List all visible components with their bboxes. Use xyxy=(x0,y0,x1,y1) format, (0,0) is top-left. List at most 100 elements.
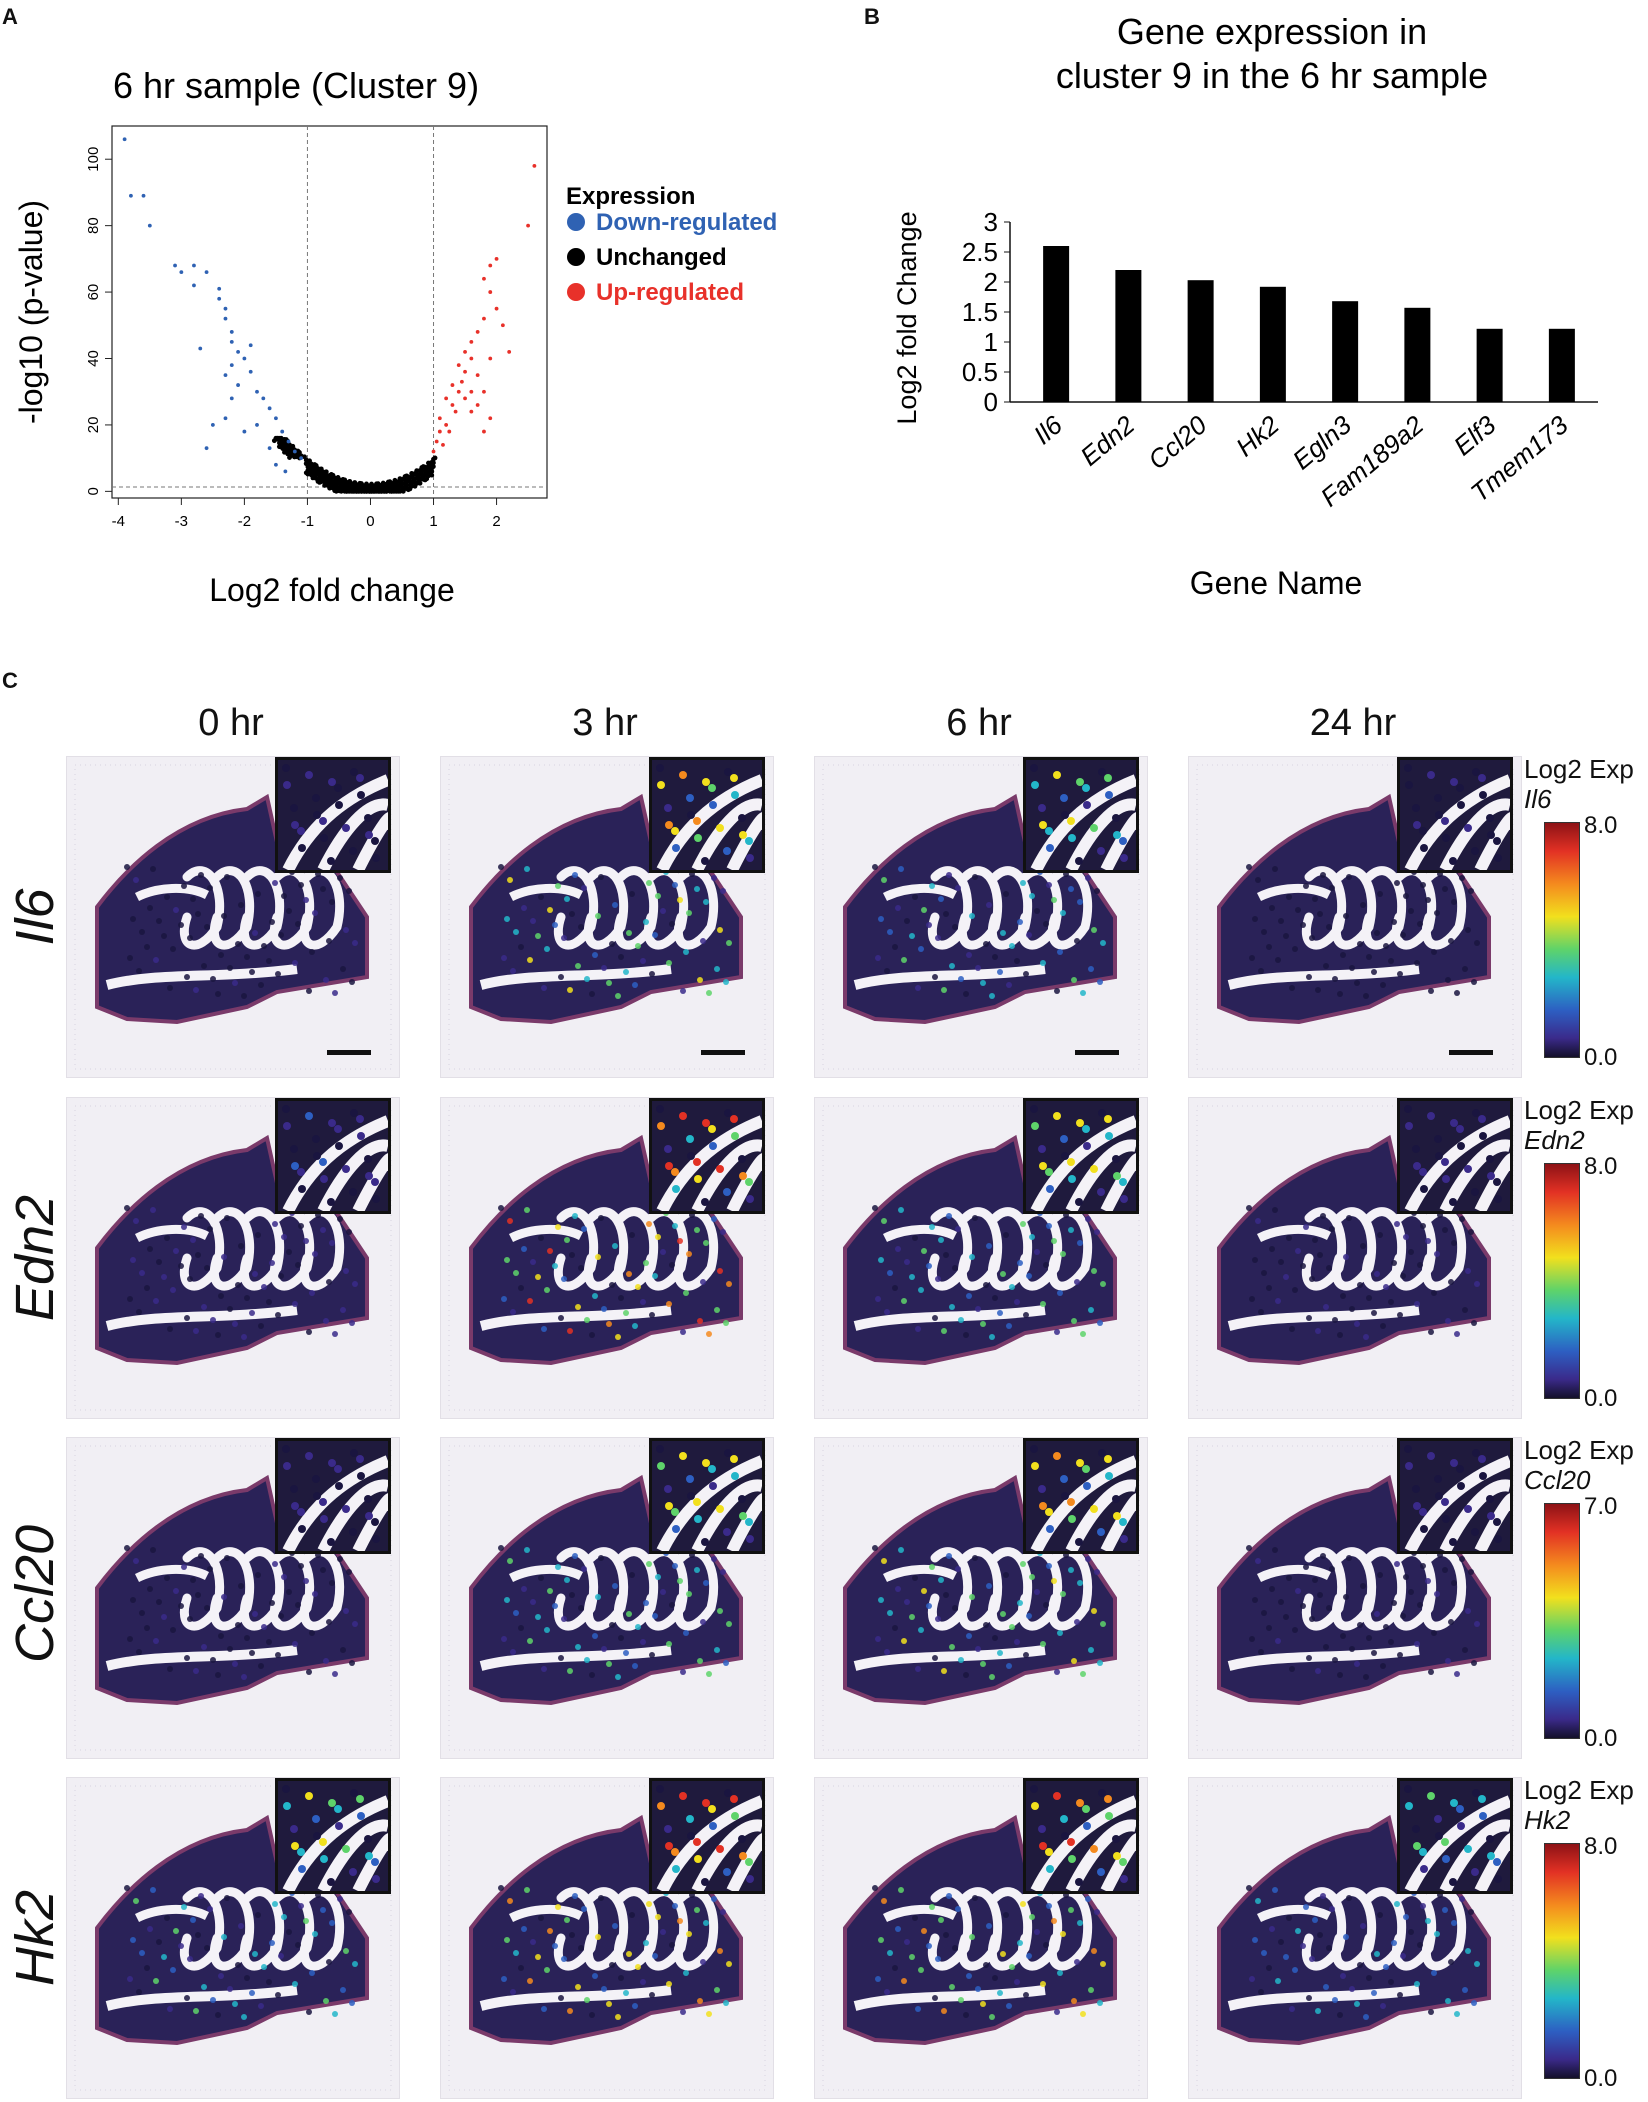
inset-spot xyxy=(716,1505,724,1513)
inset-spot xyxy=(686,1135,694,1143)
x-tick-label-4: 0 xyxy=(366,513,374,530)
inset-spot xyxy=(298,1185,306,1193)
inset-spot xyxy=(1120,1195,1128,1203)
expression-spot xyxy=(552,1263,558,1269)
expression-spot xyxy=(498,1885,504,1891)
inset-fold xyxy=(656,1455,762,1551)
expression-spot xyxy=(164,1575,170,1581)
expression-spot xyxy=(1451,899,1457,905)
inset-spot xyxy=(1413,821,1421,829)
expression-spot xyxy=(592,1973,598,1979)
expression-spot xyxy=(1320,872,1326,878)
inset-spot xyxy=(664,1485,672,1493)
expression-spot xyxy=(892,1965,898,1971)
expression-spot xyxy=(340,1987,346,1993)
inset-fold xyxy=(1030,1795,1136,1891)
expression-spot xyxy=(1077,1920,1083,1926)
expression-spot xyxy=(1354,2001,1360,2007)
expression-spot xyxy=(1394,1221,1400,1227)
expression-spot xyxy=(1451,1240,1457,1246)
expression-spot xyxy=(1374,1951,1380,1957)
expression-spot xyxy=(538,1915,544,1921)
expression-spot xyxy=(261,1624,267,1630)
inset-spot xyxy=(357,1132,365,1140)
expression-spot xyxy=(1292,946,1298,952)
expression-spot xyxy=(1326,1945,1332,1951)
expression-spot xyxy=(623,1310,629,1316)
inset-spot xyxy=(1067,1838,1075,1846)
expression-spot xyxy=(589,2012,595,2018)
inset-spot xyxy=(364,1155,372,1163)
inset-spot xyxy=(1449,1538,1457,1546)
expression-spot xyxy=(706,1671,712,1677)
expression-spot xyxy=(1403,1234,1409,1240)
inset-spot xyxy=(335,1142,343,1150)
expression-spot xyxy=(1448,1279,1454,1285)
expression-spot xyxy=(198,1893,204,1899)
inset-image xyxy=(1404,764,1510,870)
expression-spot xyxy=(1074,1279,1080,1285)
inset-spot xyxy=(739,1512,747,1520)
expression-spot xyxy=(875,1296,881,1302)
expression-spot xyxy=(1289,1326,1295,1332)
zoom-inset xyxy=(649,1778,765,1894)
inset-spot xyxy=(1075,1878,1083,1886)
inset-fold xyxy=(656,1115,762,1211)
expression-spot xyxy=(555,883,561,889)
expression-spot xyxy=(238,1583,244,1589)
x-tick-label-0: -4 xyxy=(112,513,125,530)
expression-spot xyxy=(1255,1898,1261,1904)
inset-spot xyxy=(1104,1455,1112,1463)
expression-spot xyxy=(1255,1558,1261,1564)
expression-spot xyxy=(164,1235,170,1241)
expression-spot xyxy=(227,1646,233,1652)
spatial-map-Edn2-3 xyxy=(1188,1097,1522,1419)
inset-spot xyxy=(1420,1525,1428,1533)
data-point xyxy=(463,369,467,374)
inset-spot xyxy=(334,784,342,792)
expression-spot xyxy=(1366,954,1372,960)
expression-spot xyxy=(1023,971,1029,977)
tissue-fold xyxy=(508,1224,584,1243)
scale-bar xyxy=(327,1050,371,1055)
expression-spot xyxy=(215,1672,221,1678)
expression-spot xyxy=(686,1591,692,1597)
x-tick-label-2: -2 xyxy=(238,513,251,530)
inset-fold xyxy=(726,1833,762,1891)
expression-spot xyxy=(892,944,898,950)
data-point xyxy=(255,423,259,427)
expression-spot xyxy=(286,1929,292,1935)
expression-spot xyxy=(235,1282,241,1288)
expression-spot xyxy=(232,1321,238,1327)
inset-spot xyxy=(1413,1502,1421,1510)
inset-spot xyxy=(730,774,738,782)
inset-spot xyxy=(738,814,746,822)
data-point xyxy=(475,403,480,407)
expression-spot xyxy=(946,872,952,878)
expression-spot xyxy=(1448,1959,1454,1965)
expression-spot xyxy=(255,1572,261,1578)
expression-spot xyxy=(1261,929,1267,935)
expression-spot xyxy=(1323,1304,1329,1310)
expression-spot xyxy=(1360,1583,1366,1589)
inset-image xyxy=(656,1785,762,1891)
inset-spot xyxy=(1494,854,1502,862)
expression-spot xyxy=(190,1577,196,1583)
inset-spot xyxy=(282,764,290,772)
expression-spot xyxy=(700,938,706,944)
expression-spot xyxy=(652,932,658,938)
expression-spot xyxy=(1091,927,1097,933)
data-point xyxy=(255,389,259,394)
expression-spot xyxy=(700,1279,706,1285)
expression-spot xyxy=(1371,1310,1377,1316)
inset-spot xyxy=(305,771,313,779)
expression-spot xyxy=(875,955,881,961)
inset-spot xyxy=(1083,1142,1091,1150)
inset-spot xyxy=(1113,1852,1121,1860)
expression-spot xyxy=(1388,958,1394,964)
inset-spot xyxy=(1083,1482,1091,1490)
expression-spot xyxy=(1323,1644,1329,1650)
data-point xyxy=(223,373,228,378)
expression-spot xyxy=(150,1887,156,1893)
inset-spot xyxy=(746,1875,754,1883)
